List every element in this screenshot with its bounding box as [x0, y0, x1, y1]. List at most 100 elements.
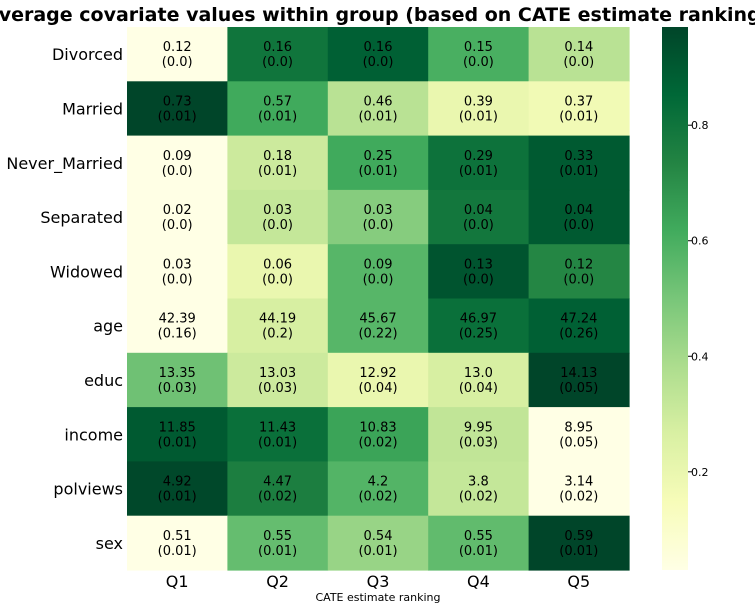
cell-se-label: (0.01)	[158, 490, 197, 505]
cell-mean-label: 0.33	[564, 149, 593, 164]
cell-se-label: (0.0)	[463, 218, 494, 233]
cell-mean-label: 0.12	[564, 257, 593, 272]
cell-mean-label: 4.92	[163, 475, 192, 490]
colorbar: 0.2 0.4 0.6 0.8	[662, 27, 709, 570]
heatmap-cell	[127, 189, 228, 245]
heatmap-cell	[127, 352, 228, 408]
heatmap-cell	[327, 81, 429, 137]
column-label: Q2	[266, 572, 289, 591]
cell-mean-label: 0.55	[464, 529, 493, 544]
heatmap-cell	[428, 461, 530, 517]
heatmap-cell	[428, 407, 530, 462]
heatmap-cell	[528, 407, 630, 462]
cell-mean-label: 3.8	[468, 475, 489, 490]
cell-mean-label: 42.39	[159, 312, 196, 327]
cell-mean-label: 10.83	[359, 420, 396, 435]
cell-mean-label: 0.39	[464, 94, 493, 109]
heatmap-cell	[127, 27, 228, 82]
cell-mean-label: 9.95	[464, 420, 493, 435]
heatmap-cell	[127, 135, 228, 191]
cell-se-label: (0.0)	[363, 272, 394, 287]
cell-se-label: (0.01)	[258, 164, 297, 179]
cell-se-label: (0.0)	[262, 272, 293, 287]
cell-se-label: (0.02)	[559, 490, 598, 505]
heatmap-cell	[528, 515, 630, 571]
heatmap-cell	[528, 352, 630, 408]
cell-se-label: (0.0)	[563, 218, 594, 233]
cell-se-label: (0.03)	[158, 381, 197, 396]
heatmap-cell	[327, 298, 429, 354]
cell-se-label: (0.01)	[559, 164, 598, 179]
cell-mean-label: 0.02	[163, 203, 192, 218]
row-label: Divorced	[52, 45, 123, 64]
cell-mean-label: 0.09	[364, 257, 393, 272]
column-label: Q1	[166, 572, 189, 591]
heatmap-cell	[428, 27, 530, 82]
cell-mean-label: 0.15	[464, 40, 493, 55]
cell-mean-label: 0.46	[364, 94, 393, 109]
cell-se-label: (0.05)	[559, 381, 598, 396]
cell-se-label: (0.01)	[559, 544, 598, 559]
cell-se-label: (0.0)	[563, 272, 594, 287]
row-label: Separated	[40, 208, 123, 227]
heatmap-cell	[327, 244, 429, 300]
heatmap-cell	[428, 298, 530, 354]
cell-mean-label: 11.85	[159, 420, 196, 435]
heatmap-cell	[227, 352, 329, 408]
cell-mean-label: 47.24	[560, 312, 597, 327]
heatmap-cell	[227, 244, 329, 300]
heatmap-cells: 0.12(0.0)0.16(0.0)0.16(0.0)0.15(0.0)0.14…	[127, 27, 630, 571]
cell-se-label: (0.02)	[358, 435, 397, 450]
cell-mean-label: 0.14	[564, 40, 593, 55]
row-label: polviews	[53, 480, 123, 499]
cell-se-label: (0.02)	[258, 490, 297, 505]
cell-mean-label: 0.55	[263, 529, 292, 544]
cell-mean-label: 0.16	[364, 40, 393, 55]
cell-se-label: (0.01)	[158, 109, 197, 124]
cell-mean-label: 0.25	[364, 149, 393, 164]
heatmap-cell	[428, 189, 530, 245]
cell-mean-label: 0.73	[163, 94, 192, 109]
heatmap-cell	[428, 244, 530, 300]
cell-mean-label: 0.06	[263, 257, 292, 272]
heatmap-cell	[428, 352, 530, 408]
cell-se-label: (0.01)	[358, 164, 397, 179]
heatmap-cell	[127, 515, 228, 571]
column-labels: Q1 Q2 Q3 Q4 Q5	[166, 572, 590, 591]
cell-mean-label: 0.13	[464, 257, 493, 272]
row-label: sex	[96, 534, 123, 553]
colorbar-tick-label: 0.6	[691, 235, 709, 248]
cell-se-label: (0.01)	[258, 109, 297, 124]
heatmap-cell	[127, 407, 228, 462]
cell-se-label: (0.0)	[463, 55, 494, 70]
cell-mean-label: 0.16	[263, 40, 292, 55]
heatmap-cell	[428, 81, 530, 137]
cell-se-label: (0.01)	[459, 109, 498, 124]
cell-se-label: (0.01)	[258, 544, 297, 559]
heatmap-cell	[327, 515, 429, 571]
cell-se-label: (0.22)	[358, 327, 397, 342]
cell-se-label: (0.16)	[158, 327, 197, 342]
chart-title: Average covariate values within group (b…	[0, 4, 755, 26]
heatmap-cell	[528, 135, 630, 191]
cell-se-label: (0.0)	[363, 55, 394, 70]
row-label: educ	[84, 371, 123, 390]
cell-se-label: (0.04)	[459, 381, 498, 396]
cell-se-label: (0.0)	[162, 55, 193, 70]
cell-se-label: (0.0)	[162, 218, 193, 233]
colorbar-gradient	[662, 27, 688, 570]
heatmap-cell	[227, 515, 329, 571]
cell-se-label: (0.03)	[459, 435, 498, 450]
heatmap-cell	[127, 461, 228, 517]
heatmap-cell	[327, 461, 429, 517]
heatmap-cell	[227, 461, 329, 517]
heatmap-cell	[227, 407, 329, 462]
heatmap-cell	[528, 461, 630, 517]
cell-se-label: (0.03)	[258, 381, 297, 396]
cell-mean-label: 0.51	[163, 529, 192, 544]
cell-mean-label: 14.13	[560, 366, 597, 381]
cell-mean-label: 45.67	[359, 312, 396, 327]
cell-mean-label: 8.95	[564, 420, 593, 435]
heatmap-cell	[428, 135, 530, 191]
